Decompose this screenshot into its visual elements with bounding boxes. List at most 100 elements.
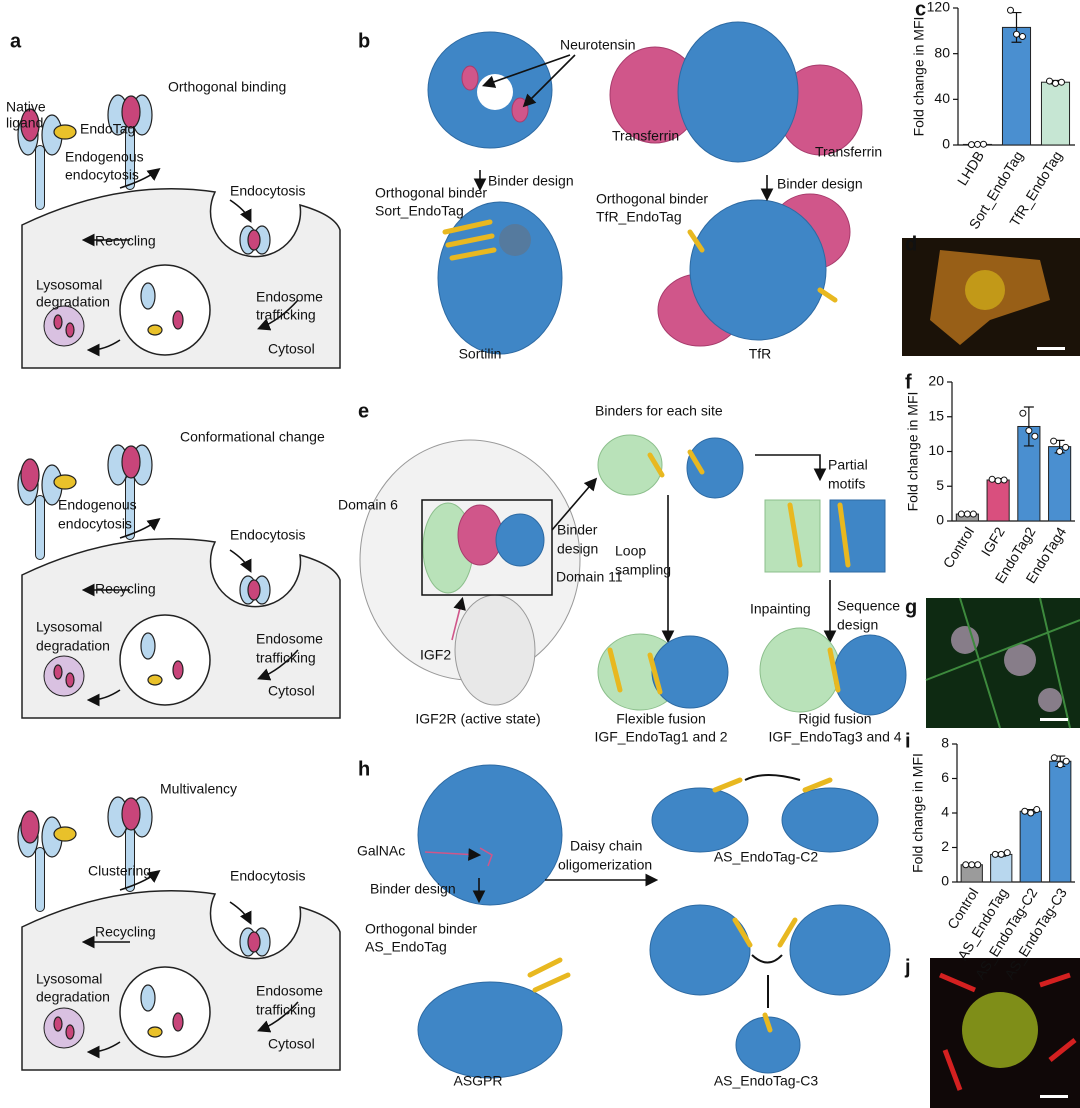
label: Rigid fusion bbox=[798, 711, 871, 727]
panel-letter: c bbox=[915, 0, 926, 20]
label: TfR_EndoTag bbox=[596, 209, 682, 225]
label: trafficking bbox=[256, 1002, 316, 1018]
row-title: Multivalency bbox=[160, 781, 237, 797]
label: Inpainting bbox=[750, 601, 811, 617]
label: Lysosomal bbox=[36, 277, 102, 293]
data-point bbox=[980, 140, 987, 148]
y-tick-label: 4 bbox=[941, 804, 949, 820]
data-point bbox=[1025, 427, 1033, 435]
label: Recycling bbox=[95, 924, 156, 940]
data-point bbox=[968, 861, 976, 869]
y-axis-label: Fold change in MFI bbox=[905, 392, 921, 512]
bar bbox=[1049, 760, 1072, 883]
label: degradation bbox=[36, 638, 110, 654]
data-point bbox=[1027, 809, 1035, 817]
y-tick-label: 20 bbox=[928, 373, 944, 389]
y-tick-label: 80 bbox=[934, 44, 950, 60]
label: Partial bbox=[828, 457, 868, 473]
y-tick-label: 40 bbox=[934, 90, 950, 106]
data-point bbox=[974, 861, 982, 869]
cell bbox=[17, 94, 341, 369]
label: design bbox=[557, 541, 598, 557]
panel-letter: f bbox=[905, 371, 912, 393]
label: trafficking bbox=[256, 650, 316, 666]
data-point bbox=[1021, 807, 1029, 815]
data-point bbox=[1056, 761, 1064, 769]
data-point bbox=[1058, 78, 1065, 86]
panel-letter: j bbox=[904, 956, 911, 978]
label: IGF_EndoTag3 and 4 bbox=[768, 729, 901, 745]
data-point bbox=[1019, 409, 1027, 417]
label: AS_EndoTag bbox=[365, 939, 447, 955]
data-point bbox=[968, 141, 975, 149]
x-tick-label: Control bbox=[940, 524, 977, 571]
label: degradation bbox=[36, 989, 110, 1005]
bar bbox=[1040, 81, 1071, 146]
label: Transferrin bbox=[815, 144, 882, 160]
label: Orthogonal binder bbox=[596, 191, 708, 207]
label: endocytosis bbox=[58, 516, 132, 532]
panel-letter: h bbox=[358, 758, 370, 780]
label: AS_EndoTag-C3 bbox=[714, 1073, 819, 1089]
label: Cytosol bbox=[268, 341, 315, 357]
data-point bbox=[957, 510, 965, 518]
data-point bbox=[997, 850, 1005, 858]
label: ligand bbox=[6, 115, 43, 131]
y-tick-label: 15 bbox=[928, 407, 944, 423]
bar bbox=[1019, 810, 1042, 883]
data-point bbox=[962, 861, 970, 869]
data-point bbox=[1013, 30, 1020, 38]
label: Cytosol bbox=[268, 1036, 315, 1052]
label: Daisy chain bbox=[570, 838, 642, 854]
label: IGF2R (active state) bbox=[415, 711, 540, 727]
label: Recycling bbox=[95, 233, 156, 249]
label: Orthogonal binder bbox=[365, 921, 477, 937]
label: Binder bbox=[557, 522, 598, 538]
panel-letter: b bbox=[358, 30, 370, 52]
label: degradation bbox=[36, 294, 110, 310]
y-tick-label: 0 bbox=[941, 873, 949, 889]
data-point bbox=[1062, 757, 1070, 765]
data-point bbox=[1007, 6, 1014, 14]
y-axis-label: Fold change in MFI bbox=[910, 753, 926, 873]
label: design bbox=[837, 617, 878, 633]
panel-letter: a bbox=[10, 30, 22, 52]
label: EndoTag bbox=[80, 121, 135, 137]
y-tick-label: 10 bbox=[928, 442, 944, 458]
y-tick-label: 2 bbox=[941, 838, 949, 854]
y-axis-label: Fold change in MFI bbox=[911, 17, 927, 137]
microscopy bbox=[902, 238, 1080, 1108]
x-tick-label: LHDB bbox=[954, 148, 987, 188]
label: Endogenous bbox=[65, 149, 144, 165]
cell bbox=[17, 796, 341, 1071]
data-point bbox=[1033, 806, 1041, 814]
y-tick-label: 0 bbox=[942, 136, 950, 152]
error-bar bbox=[1023, 406, 1034, 447]
label: Lysosomal bbox=[36, 619, 102, 635]
label: AS_EndoTag-C2 bbox=[714, 849, 819, 865]
data-point bbox=[988, 475, 996, 483]
data-point bbox=[969, 510, 977, 518]
row-title: Orthogonal binding bbox=[168, 79, 286, 95]
data-point bbox=[1046, 77, 1053, 85]
bar bbox=[986, 479, 1010, 522]
cell-diagrams bbox=[17, 94, 341, 1071]
panel-h-structures bbox=[417, 764, 891, 1079]
label: Transferrin bbox=[612, 128, 679, 144]
label: Neurotensin bbox=[560, 37, 636, 53]
data-point bbox=[1056, 448, 1064, 455]
label: Sort_EndoTag bbox=[375, 203, 464, 219]
label: Flexible fusion bbox=[616, 711, 706, 727]
label: Native bbox=[6, 99, 46, 115]
data-point bbox=[1050, 754, 1058, 762]
label: Binder design bbox=[488, 173, 574, 189]
label: Endocytosis bbox=[230, 868, 305, 884]
label: IGF2 bbox=[420, 647, 451, 663]
data-point bbox=[1019, 33, 1026, 41]
label: ASGPR bbox=[453, 1073, 502, 1089]
label: Endocytosis bbox=[230, 183, 305, 199]
label: Sequence bbox=[837, 598, 900, 614]
label: motifs bbox=[828, 476, 865, 492]
label: Clustering bbox=[88, 863, 151, 879]
label: Domain 6 bbox=[338, 497, 398, 513]
